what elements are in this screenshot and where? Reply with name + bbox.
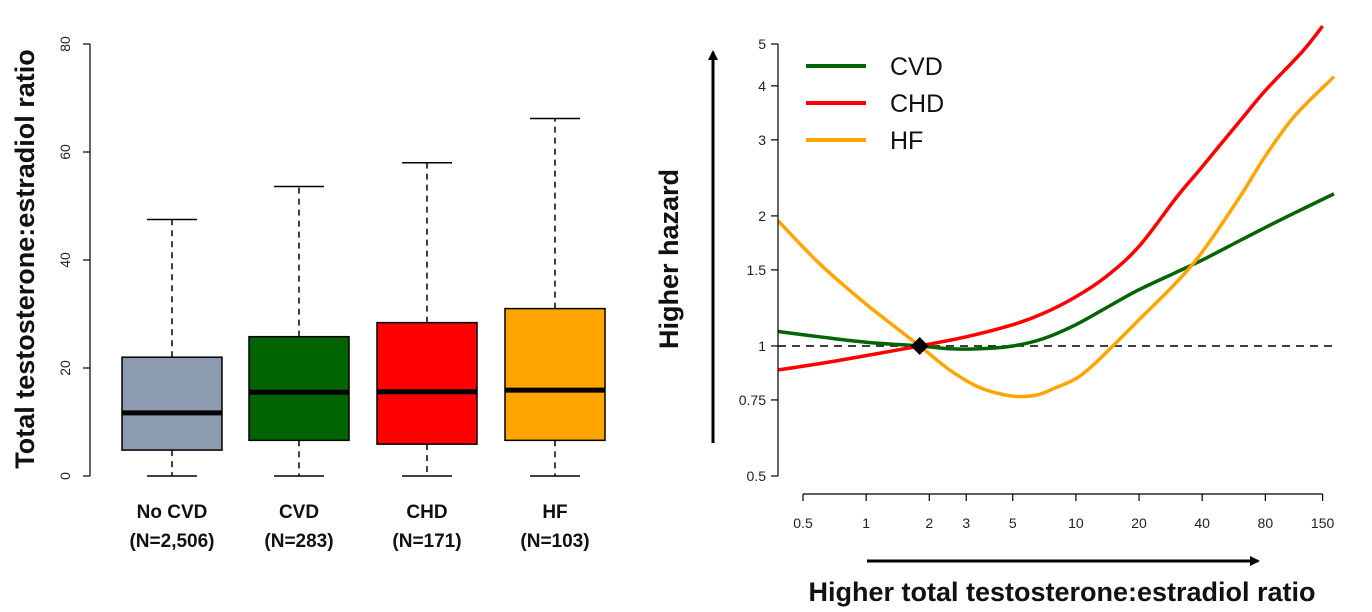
box-no-cvd [121,218,223,477]
category-n-label: (N=171) [392,531,461,552]
boxplot-y-tick-label: 60 [57,144,73,160]
iqr-box [121,356,223,451]
hazard-y-tick-label: 4 [758,78,766,94]
hazard-y-tick-label: 0.5 [747,468,767,484]
hazard-panel: 0.5 0.75 1 1.5 2 3 4 5 0.5 1 2 3 5 10 20 40 80 150 CVD CH… [654,25,1336,607]
hazard-y-tick-label: 2 [758,208,766,224]
hazard-y-axis: 0.5 0.75 1 1.5 2 3 4 5 [739,36,779,484]
legend-label-cvd: CVD [890,53,943,81]
hazard-x-tick-label: 40 [1194,515,1210,531]
hazard-x-tick-label: 0.5 [793,515,813,531]
boxplot-y-tick-label: 40 [57,252,73,268]
hazard-x-tick-label: 10 [1068,515,1084,531]
hazard-y-tick-label: 0.75 [739,392,766,408]
hazard-y-tick-label: 5 [758,36,766,52]
box-cvd [248,185,350,477]
boxplot-y-tick-label: 80 [57,36,73,52]
hazard-x-axis-title: Higher total testosterone:estradiol rati… [808,577,1315,607]
iqr-box [248,335,350,442]
series-line-chd [778,25,1324,372]
hazard-x-tick-label: 80 [1258,515,1274,531]
boxplot-category-labels: No CVD (N=2,506) CVD (N=283) CHD (N=171) HF (N=… [129,502,589,552]
iqr-box [376,321,478,445]
box-hf [504,117,606,477]
box-chd [376,162,478,477]
hazard-y-axis-title: Higher hazard [654,169,684,349]
hazard-y-tick-label: 3 [758,132,766,148]
hazard-legend: CVD CHD HF [806,53,944,155]
boxplot-panel: Total testosterone:estradiol ratio 0 20 40… [10,36,606,552]
hazard-plot-area [778,25,1336,399]
iqr-box [504,307,606,442]
hazard-x-tick-label: 1 [862,515,870,531]
category-n-label: (N=103) [520,531,589,552]
category-label: CVD [279,502,319,523]
hazard-y-tick-label: 1 [758,338,766,354]
boxplot-y-tick-label: 0 [57,472,73,480]
boxplot-y-axis-title: Total testosterone:estradiol ratio [10,49,40,469]
category-label: No CVD [137,502,208,523]
category-label: CHD [406,502,447,523]
hazard-x-tick-label: 150 [1311,515,1335,531]
category-n-label: (N=2,506) [129,531,214,552]
category-n-label: (N=283) [264,531,333,552]
hazard-x-tick-label: 20 [1131,515,1147,531]
hazard-y-tick-label: 1.5 [747,262,767,278]
series-line-cvd [778,192,1335,351]
boxplot-y-tick-label: 20 [57,360,73,376]
legend-label-hf: HF [890,127,923,155]
hazard-series-lines [778,25,1336,399]
hazard-x-tick-label: 5 [1009,515,1017,531]
boxplot-y-axis: 0 20 40 60 80 [57,36,91,480]
boxplot-groups [121,117,606,477]
hazard-x-axis: 0.5 1 2 3 5 10 20 40 80 150 [793,493,1335,531]
legend-label-chd: CHD [890,90,944,118]
reference-point-diamond [910,336,929,355]
hazard-x-tick-label: 3 [962,515,970,531]
hazard-x-tick-label: 2 [925,515,933,531]
category-label: HF [542,502,567,523]
